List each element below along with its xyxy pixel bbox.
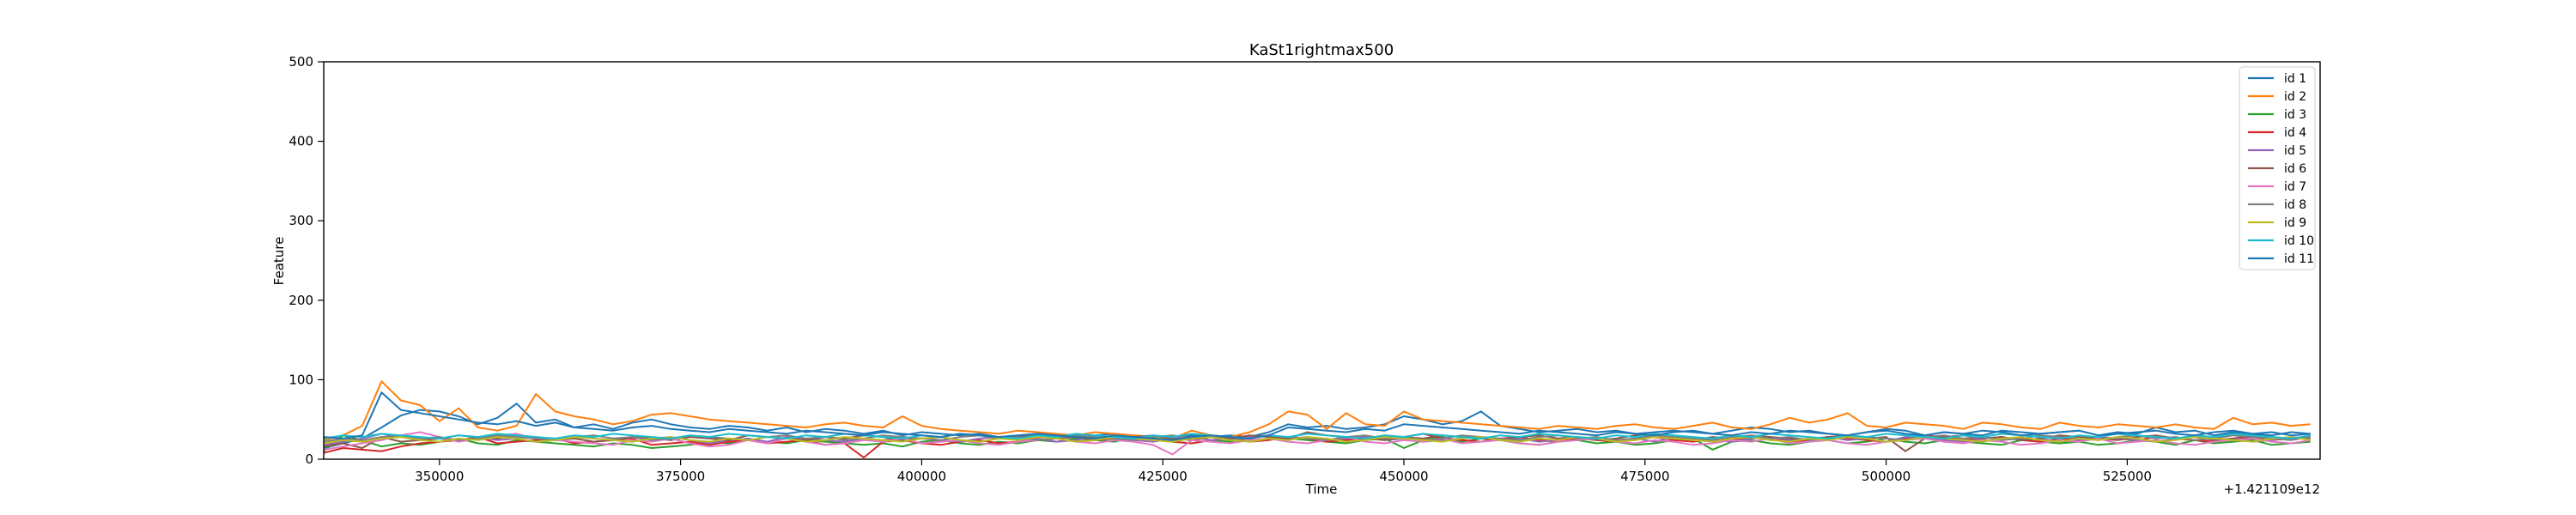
x-tick-label: 450000 xyxy=(1379,469,1428,484)
series-line-2 xyxy=(323,380,2311,441)
legend-label: id 10 xyxy=(2284,234,2314,248)
y-axis-label: Feature xyxy=(271,237,287,286)
legend-label: id 9 xyxy=(2284,216,2306,230)
series-line-11 xyxy=(323,391,2311,441)
legend-label: id 1 xyxy=(2284,72,2306,86)
x-tick-label: 525000 xyxy=(2103,469,2152,484)
legend-label: id 8 xyxy=(2284,198,2306,212)
series-line-10 xyxy=(323,433,2311,439)
legend-label: id 4 xyxy=(2284,126,2306,140)
y-tick-label: 400 xyxy=(289,134,313,149)
y-axis: 0 100 200 300 400 500 xyxy=(289,54,324,467)
y-tick-label: 0 xyxy=(305,451,313,467)
series-line-9 xyxy=(323,436,2311,445)
chart-title: KaSt1rightmax500 xyxy=(1249,41,1394,59)
series-layer xyxy=(323,380,2311,459)
x-tick-label: 475000 xyxy=(1620,469,1669,484)
x-tick-label: 375000 xyxy=(656,469,705,484)
y-tick-label: 300 xyxy=(289,213,313,228)
legend-items: id 1 id 2 id 3 id 4 id 5 id 6 id 7 id 8 id 9 id 1… xyxy=(2248,72,2314,266)
series-line-1 xyxy=(323,403,2311,449)
x-tick-label: 425000 xyxy=(1139,469,1188,484)
legend-label: id 5 xyxy=(2284,144,2306,158)
legend-label: id 11 xyxy=(2284,252,2314,266)
legend-label: id 6 xyxy=(2284,162,2306,176)
x-tick-label: 500000 xyxy=(1862,469,1911,484)
x-axis-label: Time xyxy=(1305,482,1338,497)
x-tick-label: 400000 xyxy=(897,469,946,484)
x-axis: 350000 375000 400000 425000 450000 475000 5000… xyxy=(415,459,2152,484)
y-tick-label: 100 xyxy=(289,372,313,387)
legend: id 1 id 2 id 3 id 4 id 5 id 6 id 7 id 8 id 9 id 1… xyxy=(2239,66,2316,270)
plot-area-frame xyxy=(323,61,2321,460)
legend-box xyxy=(2239,66,2316,270)
x-tick-label: 350000 xyxy=(415,469,464,484)
x-axis-offset-label: +1.421109e12 xyxy=(2224,482,2320,497)
y-tick-label: 500 xyxy=(289,54,313,70)
legend-label: id 3 xyxy=(2284,108,2306,122)
legend-label: id 7 xyxy=(2284,180,2306,194)
y-tick-label: 200 xyxy=(289,293,313,308)
legend-label: id 2 xyxy=(2284,90,2306,104)
